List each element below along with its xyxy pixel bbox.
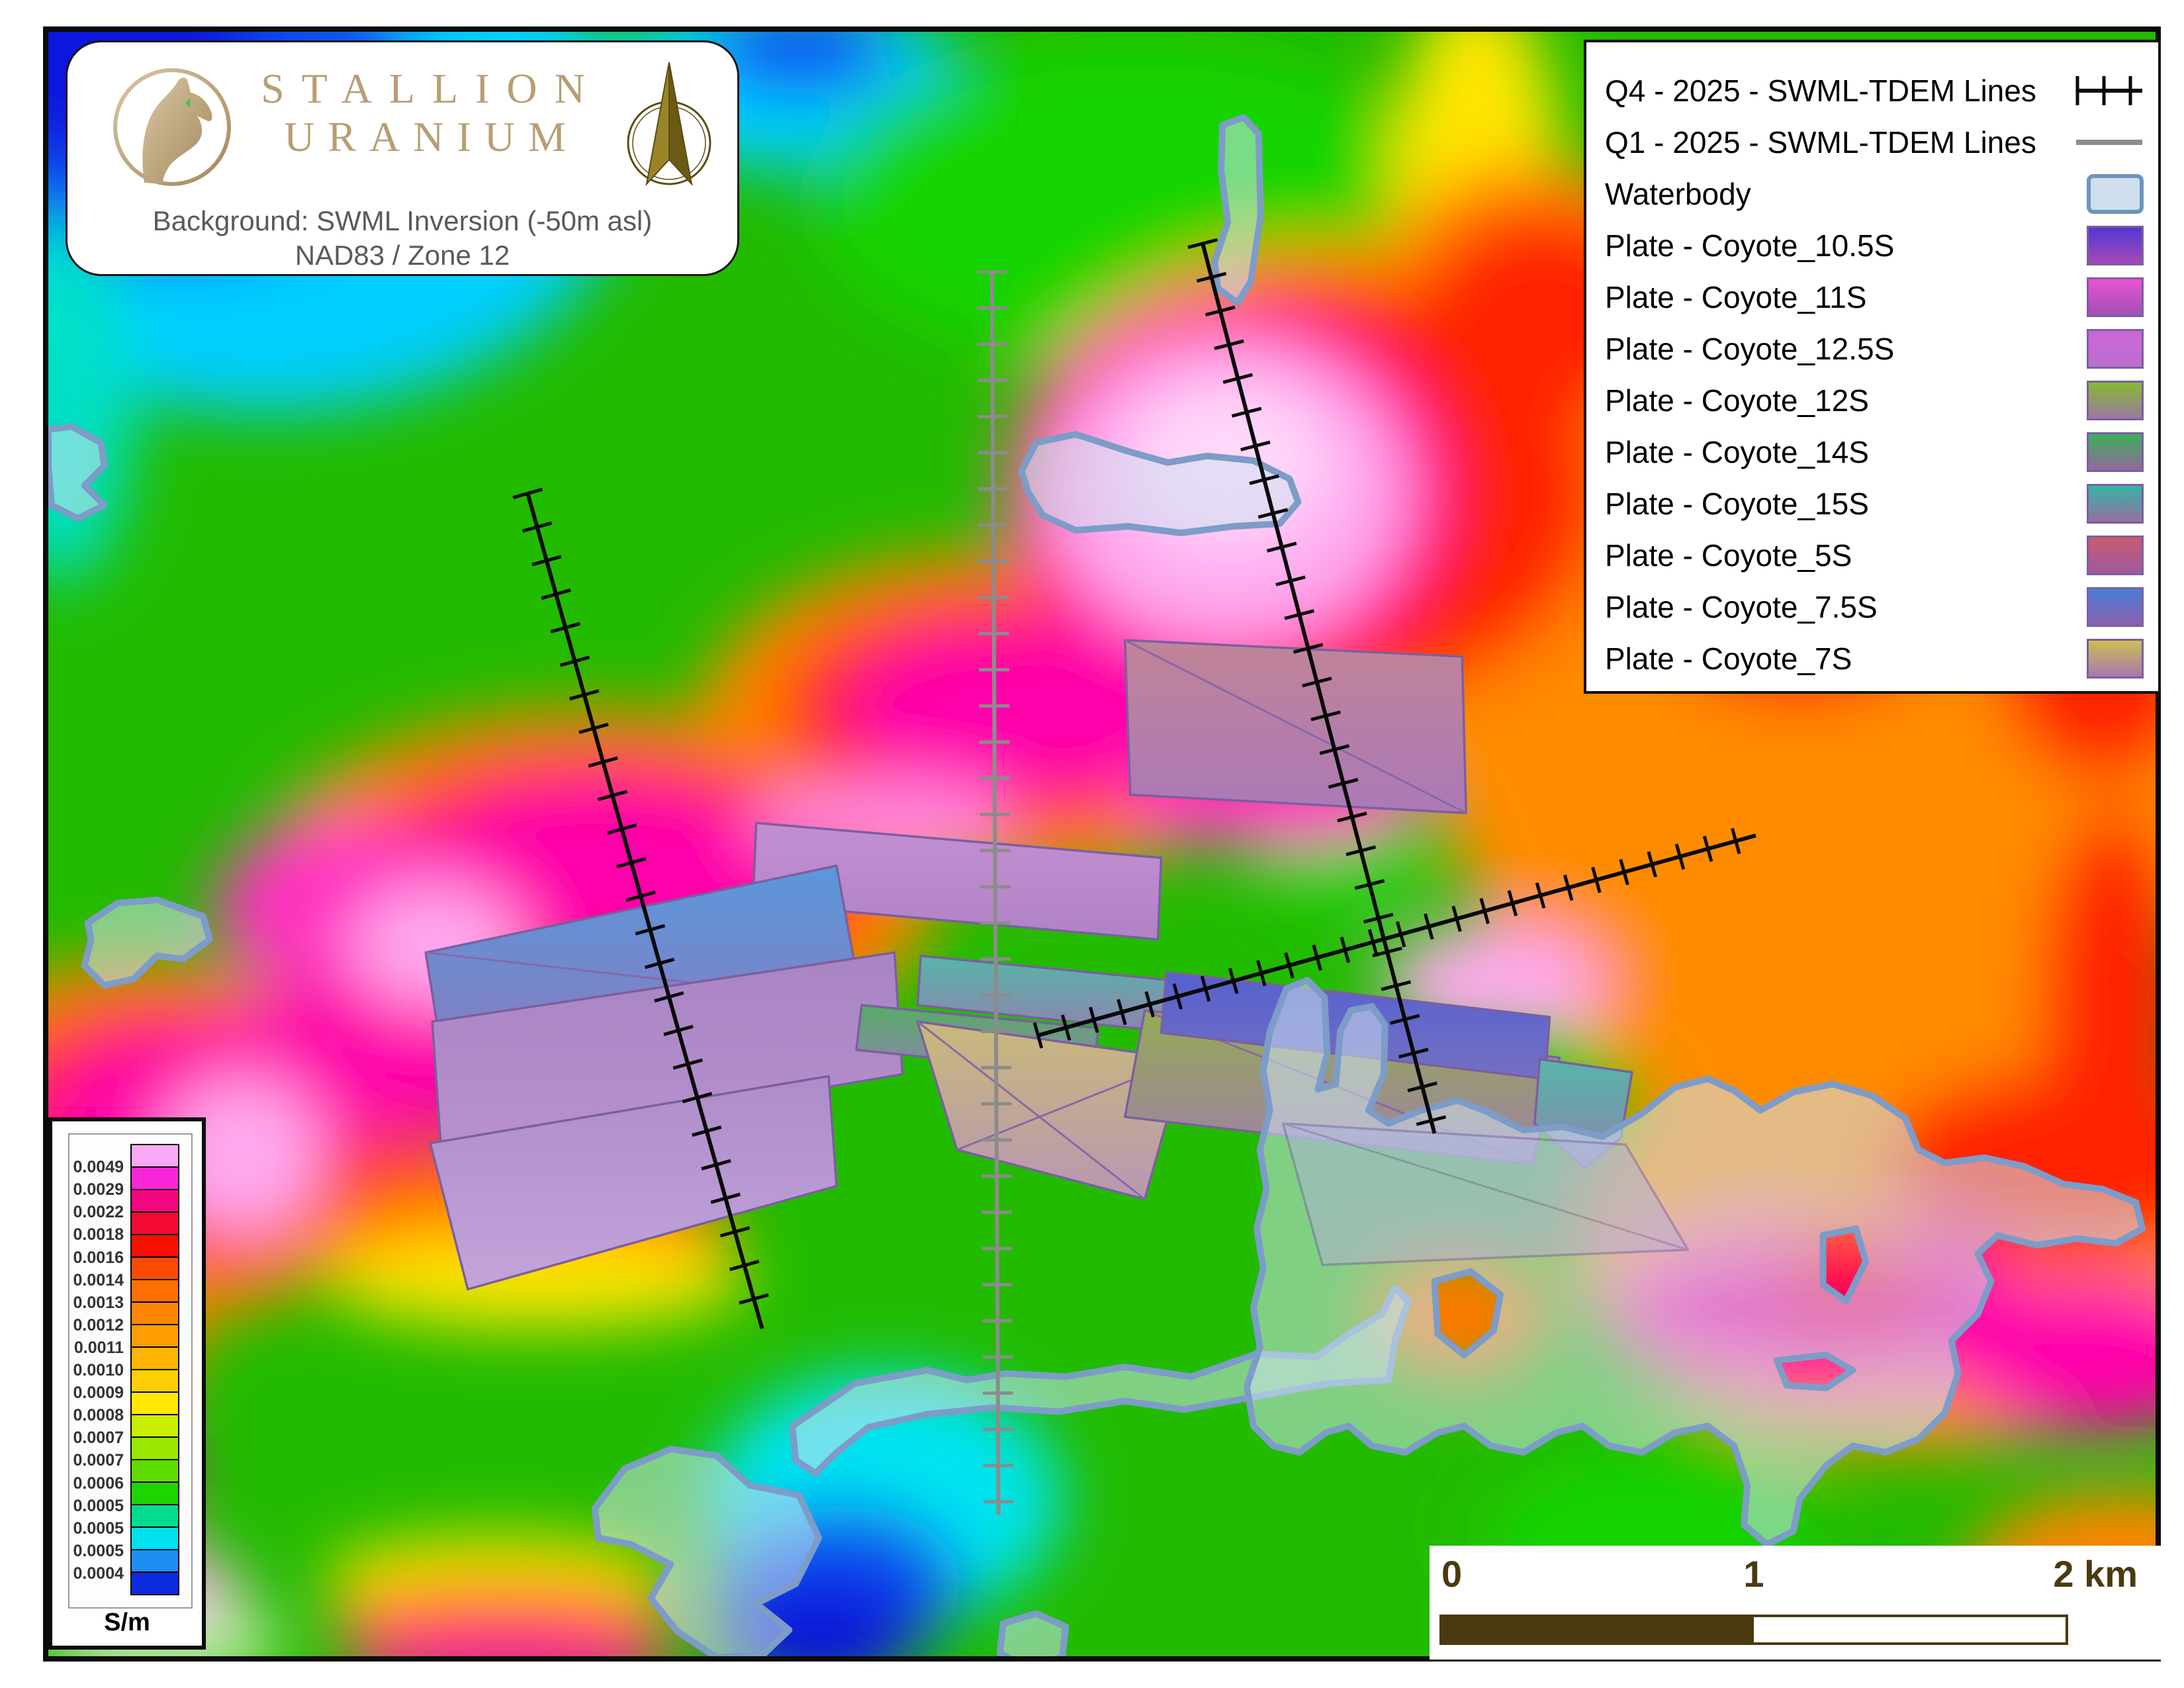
color-scale-tick-label: 0.0004 <box>72 1564 124 1583</box>
color-scale-unit: S/m <box>52 1609 202 1637</box>
q1-tdem-line-symbol <box>2071 120 2144 164</box>
color-scale-cell <box>132 1571 178 1594</box>
color-scale-tick-label: 0.0007 <box>72 1451 124 1470</box>
scale-label-end: 2 km <box>2053 1552 2138 1595</box>
plate-gradient-swatch <box>2071 585 2144 629</box>
color-scale-tick-label: 0.0013 <box>72 1293 124 1313</box>
map-subtitle: Background: SWML Inversion (-50m asl) NA… <box>68 204 737 273</box>
background-descriptor: Background: SWML Inversion (-50m asl) <box>68 204 737 238</box>
color-scale-tick-label: 0.0005 <box>72 1519 124 1538</box>
color-scale-bar <box>130 1144 179 1595</box>
color-scale-cell <box>132 1369 178 1391</box>
north-arrow-icon <box>619 57 719 199</box>
color-scale-cell <box>132 1459 178 1481</box>
color-scale-cell <box>132 1211 178 1234</box>
plate-gradient-swatch <box>2071 637 2144 680</box>
plate-gradient-swatch <box>2071 430 2144 474</box>
legend-item-label: Plate - Coyote_12S <box>1605 383 1869 418</box>
plate-gradient-swatch <box>2071 275 2144 319</box>
color-scale-cell <box>132 1279 178 1301</box>
color-scale-cell <box>132 1301 178 1324</box>
legend-item-label: Plate - Coyote_7S <box>1605 641 1852 677</box>
color-scale-cell <box>132 1256 178 1279</box>
color-scale-cell <box>132 1145 178 1166</box>
color-scale-cell <box>132 1504 178 1526</box>
legend-item-plate-coyote-12.5s: Plate - Coyote_12.5S <box>1586 323 2158 375</box>
pond-south-small <box>1000 1613 1066 1656</box>
color-scale-tick-label: 0.0029 <box>72 1180 124 1199</box>
legend-item-label: Plate - Coyote_12.5S <box>1605 331 1894 367</box>
legend-item-label: Q4 - 2025 - SWML-TDEM Lines <box>1605 73 2036 109</box>
color-scale-tick-label: 0.0012 <box>72 1316 124 1335</box>
color-scale-tick-label: 0.0009 <box>72 1383 124 1403</box>
color-scale-cell <box>132 1481 178 1504</box>
plate-coyote-5s <box>1125 640 1466 813</box>
color-scale-cell <box>132 1234 178 1256</box>
legend-item-label: Q1 - 2025 - SWML-TDEM Lines <box>1605 124 2036 160</box>
legend-item-label: Plate - Coyote_15S <box>1605 486 1869 522</box>
scale-bar-filled-half <box>1442 1617 1754 1642</box>
legend-item-plate-coyote-11s: Plate - Coyote_11S <box>1586 271 2158 323</box>
legend-item-plate-coyote-7.5s: Plate - Coyote_7.5S <box>1586 581 2158 633</box>
color-scale-cell <box>132 1324 178 1346</box>
title-card: STALLION URANIUM Background: SWML Invers… <box>66 40 739 276</box>
color-scale-cell <box>132 1549 178 1571</box>
color-scale-tick-label: 0.0005 <box>72 1542 124 1561</box>
color-scale-tick-label: 0.0018 <box>72 1225 124 1244</box>
scale-bar <box>1439 1615 2068 1645</box>
q4-tdem-line-symbol <box>2071 69 2144 113</box>
legend-item-label: Plate - Coyote_14S <box>1605 434 1869 470</box>
color-scale-cell <box>132 1391 178 1414</box>
legend-item-label: Plate - Coyote_7.5S <box>1605 589 1878 625</box>
color-scale-tick-label: 0.0014 <box>72 1271 124 1290</box>
color-scale-tick-label: 0.0010 <box>72 1361 124 1380</box>
legend-item-plate-coyote-14s: Plate - Coyote_14S <box>1586 426 2158 478</box>
company-name-line1: STALLION <box>236 65 627 113</box>
plate-gradient-swatch <box>2071 327 2144 371</box>
legend-item-label: Plate - Coyote_10.5S <box>1605 228 1894 263</box>
legend-item-plate-coyote-15s: Plate - Coyote_15S <box>1586 478 2158 530</box>
stallion-horse-logo-icon <box>106 60 238 192</box>
legend-item-plate-coyote-5s: Plate - Coyote_5S <box>1586 530 2158 581</box>
plate-gradient-swatch <box>2071 534 2144 577</box>
pond-west-edge <box>48 426 105 518</box>
color-scale-tick-label: 0.0008 <box>72 1406 124 1425</box>
color-scale-tick-label: 0.0006 <box>72 1474 124 1493</box>
color-scale-cell <box>132 1189 178 1211</box>
legend-item-plate-coyote-7s: Plate - Coyote_7S <box>1586 633 2158 684</box>
legend-item-label: Plate - Coyote_5S <box>1605 538 1852 573</box>
legend-item-waterbody: Waterbody <box>1586 168 2158 220</box>
company-name: STALLION URANIUM <box>236 65 627 162</box>
color-scale-tick-label: 0.0011 <box>72 1338 124 1358</box>
projection-descriptor: NAD83 / Zone 12 <box>68 238 737 273</box>
color-scale-cell <box>132 1166 178 1189</box>
scale-label-start: 0 <box>1441 1552 1462 1595</box>
color-scale-tick-label: 0.0007 <box>72 1429 124 1448</box>
legend-item-plate-coyote-10.5s: Plate - Coyote_10.5S <box>1586 220 2158 271</box>
legend-panel: Q4 - 2025 - SWML-TDEM Lines Q1 - 2025 - S… <box>1584 40 2161 694</box>
waterbody-swatch <box>2071 172 2144 216</box>
color-scale-cell <box>132 1526 178 1549</box>
legend-item-label: Waterbody <box>1605 176 1751 212</box>
color-scale-cell <box>132 1346 178 1369</box>
plate-gradient-swatch <box>2071 224 2144 267</box>
color-scale-tick-label: 0.0022 <box>72 1203 124 1222</box>
legend-item-q4-2025-swml-tdem-lines: Q4 - 2025 - SWML-TDEM Lines <box>1586 65 2158 117</box>
color-scale-tick-label: 0.0016 <box>72 1248 124 1268</box>
company-name-line2: URANIUM <box>236 113 627 162</box>
legend-item-q1-2025-swml-tdem-lines: Q1 - 2025 - SWML-TDEM Lines <box>1586 117 2158 168</box>
conductivity-color-scale: 0.0049 0.0029 0.0022 0.0018 0.0016 0.0014 0.00… <box>48 1117 206 1650</box>
color-scale-cell <box>132 1414 178 1436</box>
legend-item-plate-coyote-12s: Plate - Coyote_12S <box>1586 375 2158 426</box>
color-scale-cell <box>132 1436 178 1459</box>
color-scale-tick-label: 0.0005 <box>72 1497 124 1516</box>
scale-bar-panel: 0 1 2 km <box>1430 1546 2161 1660</box>
legend-item-label: Plate - Coyote_11S <box>1605 279 1867 315</box>
scale-label-mid: 1 <box>1734 1552 1774 1595</box>
plate-gradient-swatch <box>2071 379 2144 422</box>
plate-gradient-swatch <box>2071 482 2144 526</box>
color-scale-tick-label: 0.0049 <box>72 1158 124 1177</box>
